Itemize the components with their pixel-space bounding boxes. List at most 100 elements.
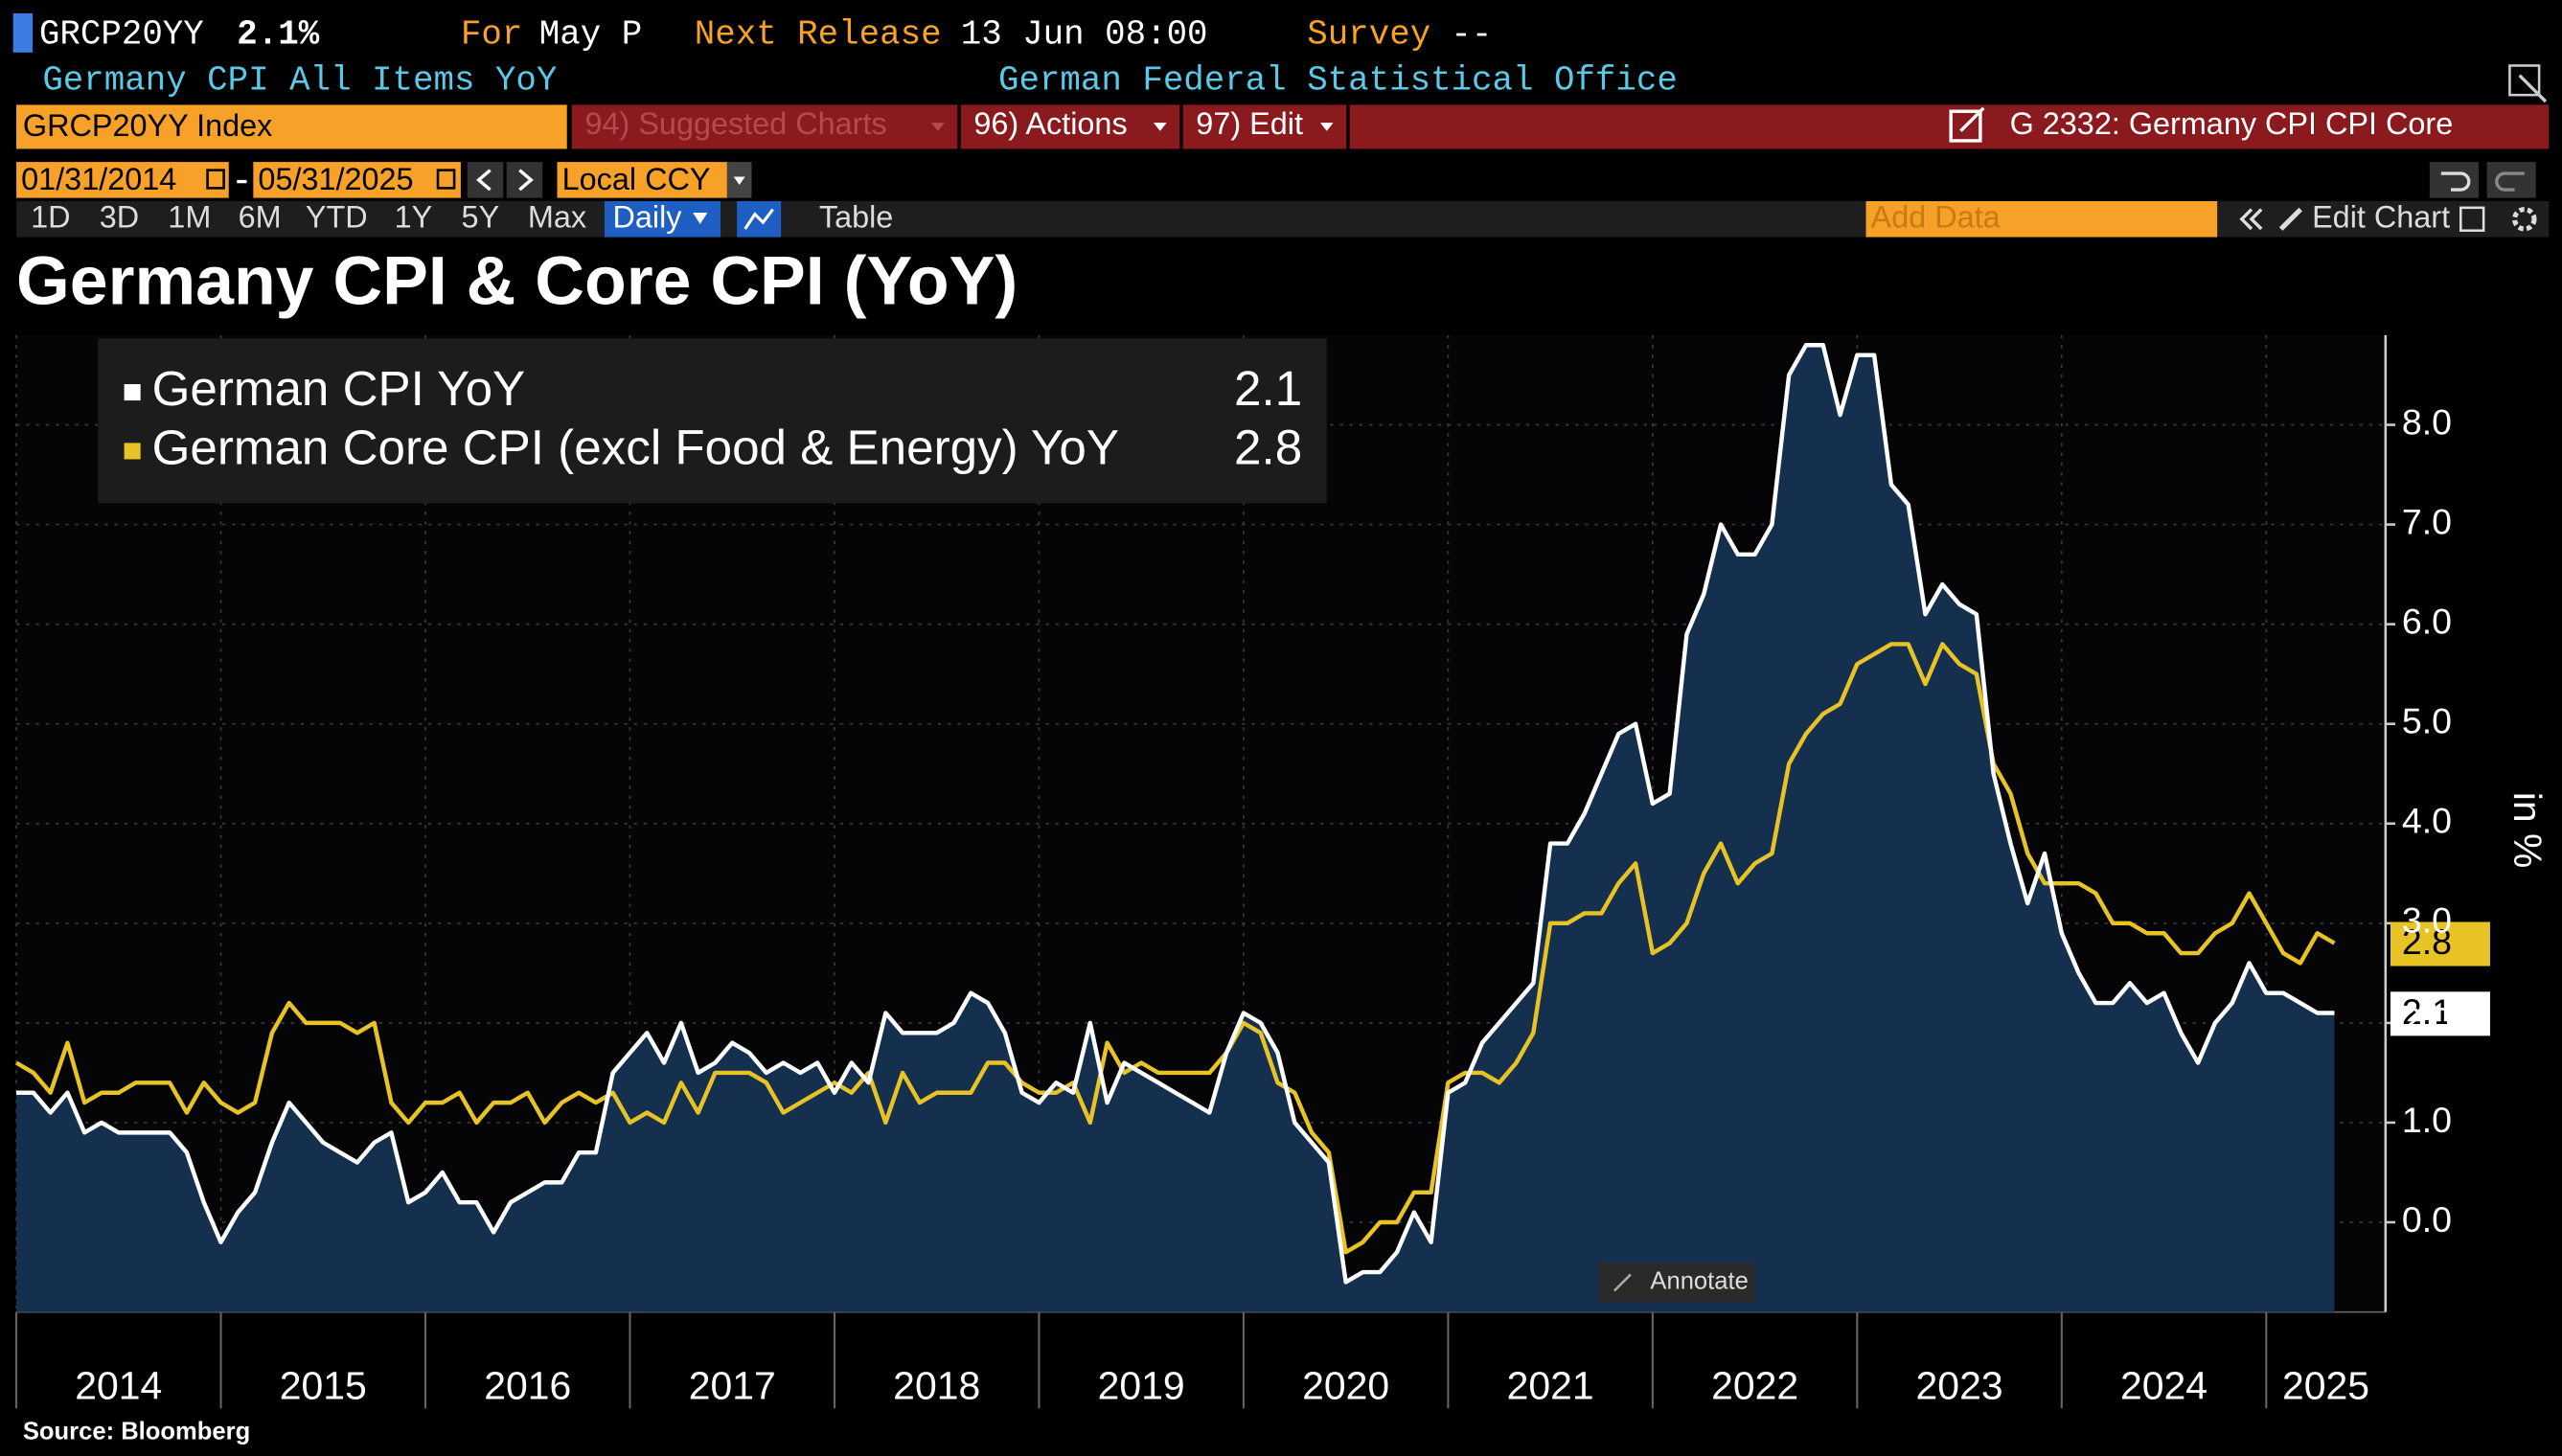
prev-button[interactable] [467,162,504,198]
survey: -- [1451,15,1492,55]
last-value-label: 2.1 [2402,991,2452,1032]
end-date-field[interactable] [253,162,461,198]
data-source: German Federal Statistical Office [998,60,1678,100]
period: May P [539,15,642,55]
edit-icon[interactable] [2459,206,2485,232]
popout-icon[interactable] [2508,64,2548,103]
y-tick-label: 7.0 [2402,501,2452,541]
link-icon [1949,109,1982,143]
security: GRCP20YY Index [23,108,272,143]
annotate: Annotate [1650,1268,1748,1295]
caret [1319,123,1334,131]
chart-name-link[interactable]: G 2332: Germany CPI CPI Core [1949,106,2453,143]
calendar-icon[interactable] [206,169,225,190]
prev-arrow [476,169,492,192]
caret [693,212,708,224]
y-tick-label: 8.0 [2402,401,2452,442]
start-date-field[interactable] [16,162,229,198]
release-label: Next Release [695,15,942,55]
last-value-label: 2.8 [2402,921,2452,962]
x-tick-label: 2019 [1098,1364,1185,1408]
next-arrow [518,169,534,192]
table-button[interactable]: Table [819,199,893,234]
range-button[interactable]: 6M [239,199,282,234]
x-tick-label: 2025 [2282,1364,2369,1408]
legend-value: 2.1 [1234,361,1302,416]
add-data-field[interactable] [1865,201,2218,238]
calendar-icon[interactable] [436,169,456,190]
currency-field[interactable] [557,162,727,198]
last-value: 2.1% [237,15,319,55]
description: Germany CPI All Items YoY [42,60,557,100]
x-tick-label: 2023 [1916,1364,2003,1408]
menu-edit[interactable]: 97) Edit [1196,106,1334,141]
range-button[interactable]: Max [528,199,586,234]
y-tick-label: 2.0 [2402,1000,2452,1040]
range-button[interactable]: 5Y [462,199,500,234]
redo-button[interactable] [2486,162,2536,198]
menu-bar [571,104,2550,149]
y-tick-label: 6.0 [2402,602,2452,642]
menu-suggested[interactable]: 94) Suggested Charts [585,106,945,141]
start-date: 01/31/2014 [21,162,176,196]
y-axis-label: in % [2505,792,2550,869]
range-button[interactable]: 1Y [395,199,433,234]
menu-actions[interactable]: 96) Actions [973,106,1167,141]
series-area [16,345,2335,1312]
legend-swatch [124,384,141,401]
menu-label: 96) Actions [973,106,1127,141]
annotate-icon [1613,1273,1632,1292]
caret [1153,123,1167,131]
series-line [14,642,2336,1255]
y-tick-label: 0.0 [2402,1199,2452,1240]
legend-swatch [124,443,141,460]
collapse-icon[interactable] [2239,208,2253,231]
range-button[interactable]: 3D [100,199,139,234]
last-value-tag [2390,921,2490,967]
y-tick-label: 3.0 [2402,900,2452,941]
ticker: GRCP20YY [39,15,204,55]
range-button[interactable]: 1D [31,199,70,234]
y-tick-label: 4.0 [2402,801,2452,841]
link-arrow [1959,106,1985,132]
next-button[interactable] [506,162,543,198]
survey-label: Survey [1307,15,1430,55]
redo-icon [2495,171,2525,192]
caret [733,176,745,185]
range-button[interactable]: YTD [306,199,368,234]
series-line [16,343,2335,1285]
x-tick-label: 2022 [1711,1364,1798,1408]
popout-arrow [2518,74,2548,103]
x-tick-label: 2021 [1507,1364,1594,1408]
frequency: Daily [613,199,683,234]
add-data: Add Data [1871,199,2002,234]
legend-label: German CPI YoY [152,361,526,416]
legend: German CPI YoY 2.1 German Core CPI (excl F… [98,338,1327,504]
menu-label: 94) Suggested Charts [585,106,887,141]
x-tick-label: 2020 [1302,1364,1389,1408]
undo-icon [2440,171,2471,192]
last-value-tags: 2.1 2.8 [2390,921,2490,1036]
x-tick-label: 2016 [484,1364,571,1408]
legend-label: German Core CPI (excl Food & Energy) YoY [152,420,1119,474]
for-label: For [461,15,522,55]
popout-box [2508,64,2541,97]
collapse-icon [2249,208,2263,231]
undo-button[interactable] [2429,162,2480,198]
x-tick-label: 2015 [280,1364,367,1408]
legend-value: 2.8 [1234,420,1302,474]
caret [931,123,945,131]
pencil-icon [2278,207,2302,231]
settings-icon[interactable] [2511,206,2537,232]
edit-chart[interactable]: Edit Chart [2312,199,2450,234]
chart-type-icon [743,208,774,230]
chart-title: Germany CPI & Core CPI (YoY) [16,243,1018,320]
x-tick-label: 2017 [689,1364,776,1408]
range-button[interactable]: 1M [168,199,211,234]
menu-label: 97) Edit [1196,106,1303,141]
ticker-marker [12,12,34,53]
last-value-tag [2390,991,2490,1036]
security-field[interactable] [16,104,567,149]
y-tick-label: 1.0 [2402,1100,2452,1140]
